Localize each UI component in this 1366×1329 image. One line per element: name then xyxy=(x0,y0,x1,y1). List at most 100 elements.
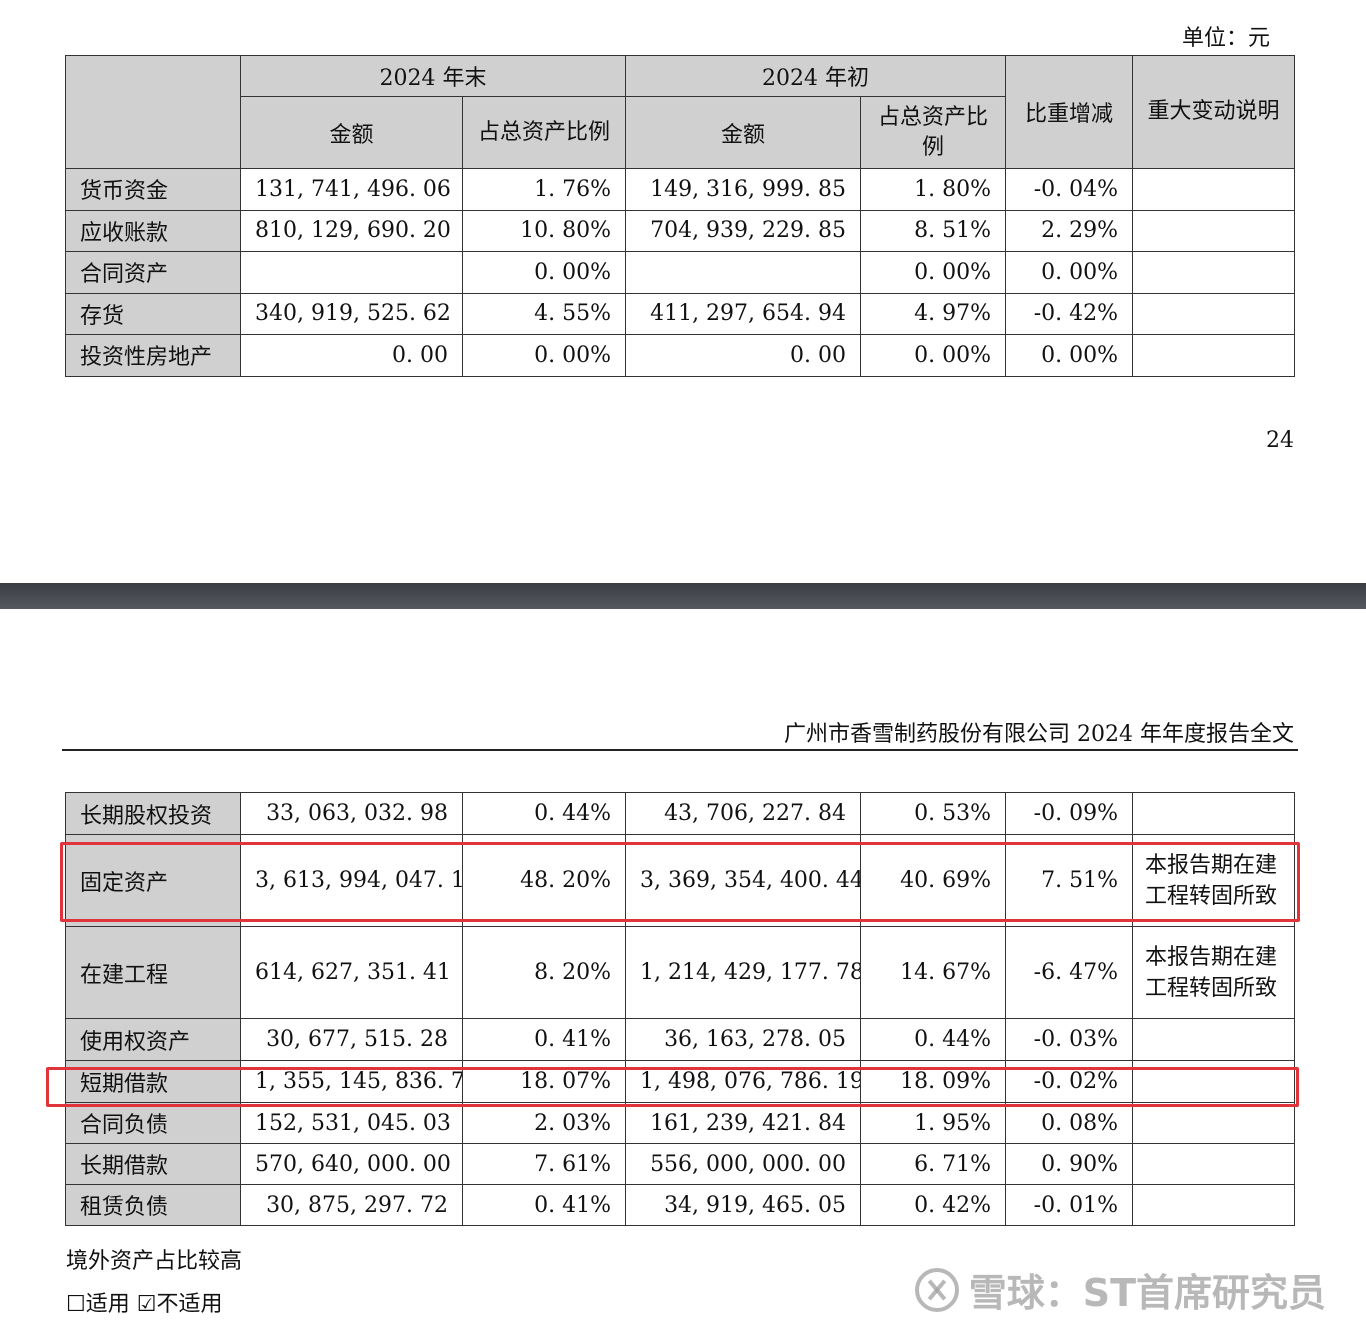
row-name: 短期借款 xyxy=(65,1060,241,1103)
end-amount: 30, 677, 515. 28 xyxy=(240,1018,463,1061)
end-amount: 614, 627, 351. 41 xyxy=(240,926,463,1019)
end-amount: 0. 00 xyxy=(240,334,463,377)
unit-label: 单位：元 xyxy=(1181,26,1270,51)
watermark: 雪球：ST首席研究员 xyxy=(914,1262,1326,1317)
end-amount: 1, 355, 145, 836. 75 xyxy=(240,1060,463,1103)
change-note xyxy=(1132,1102,1295,1144)
table-row: 长期股权投资 33, 063, 032. 98 0. 44% 43, 706, 227… xyxy=(65,792,1295,835)
table-row: 短期借款 1, 355, 145, 836. 75 18. 07% 1, 498, 0… xyxy=(65,1060,1295,1103)
end-ratio: 7. 61% xyxy=(462,1143,626,1185)
begin-ratio: 1. 95% xyxy=(860,1102,1006,1144)
change-note xyxy=(1132,1060,1295,1103)
begin-ratio: 0. 53% xyxy=(860,792,1006,835)
table-row: 合同资产 0. 00% 0. 00% 0. 00% xyxy=(65,251,1296,294)
end-ratio: 2. 03% xyxy=(462,1102,626,1144)
begin-ratio: 0. 44% xyxy=(860,1018,1006,1061)
header-change: 比重增减 xyxy=(1005,55,1134,169)
begin-amount: 34, 919, 465. 05 xyxy=(625,1184,861,1226)
row-name: 租赁负债 xyxy=(65,1184,241,1226)
change-note: 本报告期在建工程转固所致 xyxy=(1132,834,1295,927)
begin-amount: 1, 214, 429, 177. 78 xyxy=(625,926,861,1019)
ratio-change: -0. 42% xyxy=(1005,292,1134,335)
end-amount: 810, 129, 690. 20 xyxy=(240,209,463,252)
end-amount: 570, 640, 000. 00 xyxy=(240,1143,463,1185)
end-ratio: 0. 41% xyxy=(462,1184,626,1226)
header-year-end: 2024 年末 xyxy=(239,55,627,97)
change-note xyxy=(1132,168,1296,211)
begin-amount: 36, 163, 278. 05 xyxy=(625,1018,861,1061)
row-name: 投资性房地产 xyxy=(65,334,241,377)
header-end-amount: 金额 xyxy=(240,96,463,169)
table-row: 在建工程 614, 627, 351. 41 8. 20% 1, 214, 429, … xyxy=(65,926,1295,1019)
row-name: 存货 xyxy=(65,292,241,335)
table-row: 合同负债 152, 531, 045. 03 2. 03% 161, 239, 421… xyxy=(65,1102,1295,1144)
begin-ratio: 6. 71% xyxy=(860,1143,1006,1185)
begin-ratio: 40. 69% xyxy=(860,834,1006,927)
end-amount: 152, 531, 045. 03 xyxy=(240,1102,463,1144)
end-ratio: 4. 55% xyxy=(461,292,627,335)
end-ratio: 0. 00% xyxy=(461,251,627,294)
ratio-change: 2. 29% xyxy=(1005,209,1134,252)
change-note xyxy=(1132,1184,1295,1226)
header-rule xyxy=(62,749,1298,751)
page-number: 24 xyxy=(1266,428,1294,453)
change-note xyxy=(1132,1018,1295,1061)
table-row: 货币资金 131, 741, 496. 06 1. 76% 149, 316, 999… xyxy=(65,168,1296,211)
change-note xyxy=(1132,1143,1295,1185)
ratio-change: 0. 00% xyxy=(1005,334,1134,377)
table-row: 租赁负债 30, 875, 297. 72 0. 41% 34, 919, 465. … xyxy=(65,1184,1295,1226)
change-note: 本报告期在建工程转固所致 xyxy=(1132,926,1295,1019)
begin-ratio: 0. 00% xyxy=(860,251,1007,294)
end-amount: 3, 613, 994, 047. 18 xyxy=(240,834,463,927)
change-note xyxy=(1132,334,1296,377)
begin-amount: 0. 00 xyxy=(625,334,862,377)
ratio-change: 0. 08% xyxy=(1005,1102,1133,1144)
end-ratio: 0. 41% xyxy=(462,1018,626,1061)
row-name: 合同资产 xyxy=(65,251,241,294)
asset-table-bottom: 长期股权投资 33, 063, 032. 98 0. 44% 43, 706, 227… xyxy=(65,792,1295,1226)
table-row: 存货 340, 919, 525. 62 4. 55% 411, 297, 654. … xyxy=(65,292,1296,335)
end-ratio: 10. 80% xyxy=(461,209,627,252)
table-row: 应收账款 810, 129, 690. 20 10. 80% 704, 939, 22… xyxy=(65,209,1296,252)
ratio-change: -0. 03% xyxy=(1005,1018,1133,1061)
begin-amount: 43, 706, 227. 84 xyxy=(625,792,861,835)
change-note xyxy=(1132,209,1296,252)
change-note xyxy=(1132,292,1296,335)
begin-amount: 3, 369, 354, 400. 44 xyxy=(625,834,861,927)
row-name: 使用权资产 xyxy=(65,1018,241,1061)
row-name: 长期股权投资 xyxy=(65,792,241,835)
end-ratio: 18. 07% xyxy=(462,1060,626,1103)
header-year-begin: 2024 年初 xyxy=(625,55,1007,97)
ratio-change: -6. 47% xyxy=(1005,926,1133,1019)
row-name: 长期借款 xyxy=(65,1143,241,1185)
ratio-change: -0. 04% xyxy=(1005,168,1134,211)
ratio-change: -0. 09% xyxy=(1005,792,1133,835)
asset-table-top: 2024 年末 2024 年初 比重增减 重大变动说明 金额 占总资产比例 金额… xyxy=(65,55,1296,377)
begin-ratio: 14. 67% xyxy=(860,926,1006,1019)
ratio-change: 0. 90% xyxy=(1005,1143,1133,1185)
header-begin-amount: 金额 xyxy=(625,96,862,169)
end-ratio: 48. 20% xyxy=(462,834,626,927)
watermark-text: 雪球：ST首席研究员 xyxy=(968,1271,1326,1315)
change-note xyxy=(1132,792,1295,835)
begin-ratio: 4. 97% xyxy=(860,292,1007,335)
begin-amount xyxy=(625,251,862,294)
begin-amount: 1, 498, 076, 786. 19 xyxy=(625,1060,861,1103)
header-begin-ratio: 占总资产比例 xyxy=(860,96,1007,169)
begin-amount: 704, 939, 229. 85 xyxy=(625,209,862,252)
change-note xyxy=(1132,251,1296,294)
overseas-asset-label: 境外资产占比较高 xyxy=(66,1249,243,1274)
end-amount: 340, 919, 525. 62 xyxy=(240,292,463,335)
begin-ratio: 18. 09% xyxy=(860,1060,1006,1103)
table-row: 投资性房地产 0. 00 0. 00% 0. 00 0. 00% 0. 00% xyxy=(65,334,1296,377)
begin-amount: 149, 316, 999. 85 xyxy=(625,168,862,211)
header-item xyxy=(65,55,241,169)
end-ratio: 1. 76% xyxy=(461,168,627,211)
page-divider xyxy=(0,583,1366,609)
row-name: 应收账款 xyxy=(65,209,241,252)
table-row: 长期借款 570, 640, 000. 00 7. 61% 556, 000, 000… xyxy=(65,1143,1295,1185)
row-name: 在建工程 xyxy=(65,926,241,1019)
begin-ratio: 0. 42% xyxy=(860,1184,1006,1226)
row-name: 合同负债 xyxy=(65,1102,241,1144)
ratio-change: 7. 51% xyxy=(1005,834,1133,927)
